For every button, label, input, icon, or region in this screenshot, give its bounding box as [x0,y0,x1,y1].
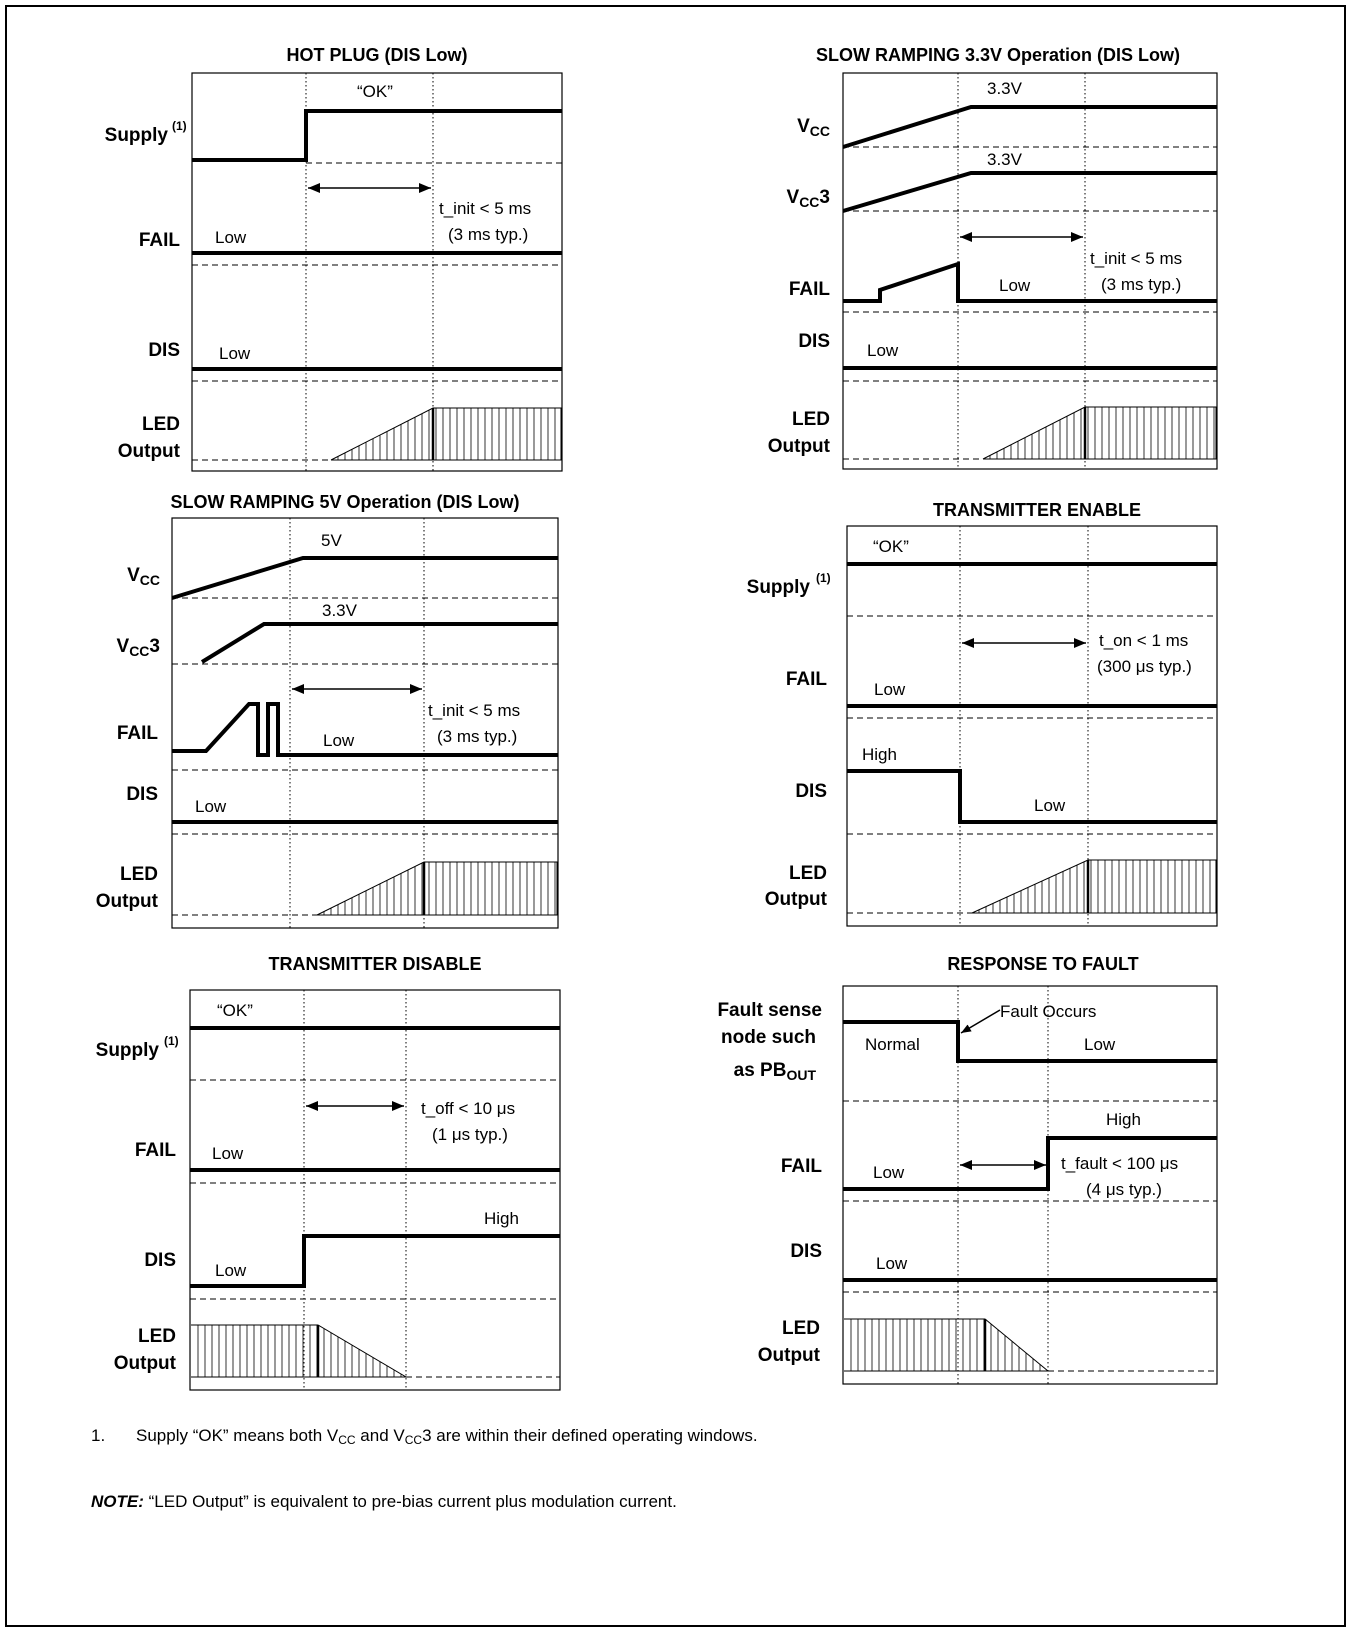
timing-label: t_on < 1 ms [1099,631,1188,650]
output-label: Output [114,1353,177,1374]
timing-typ-label: (4 μs typ.) [1086,1180,1162,1199]
panel-transmitter-disable: TRANSMITTER DISABLE “OK” t_off < 10 μs (… [96,954,561,1391]
dis-high-label: High [862,745,897,764]
dis-high-label: High [484,1209,519,1228]
fail-low-label: Low [215,228,247,247]
led-output-waveform [330,407,562,461]
led-label: LED [120,864,158,885]
fault-sense-label-line2: node such [721,1027,816,1048]
panel-title: SLOW RAMPING 5V Operation (DIS Low) [170,492,519,512]
panel-slow-ramping-3v3: SLOW RAMPING 3.3V Operation (DIS Low) 3.… [768,45,1218,470]
footnote-ref: (1) [172,119,187,133]
timing-label: t_fault < 100 μs [1061,1154,1178,1173]
panel-hot-plug: HOT PLUG (DIS Low) “OK” t_init < 5 ms (3… [105,45,563,472]
output-label: Output [758,1345,821,1366]
fail-label: FAIL [789,279,831,300]
fault-sense-low-label: Low [1084,1035,1116,1054]
vcc3-label: VCC3 [787,187,831,210]
panel-title: SLOW RAMPING 3.3V Operation (DIS Low) [816,45,1180,65]
led-label: LED [138,1326,176,1347]
timing-label: t_init < 5 ms [1090,249,1182,268]
timing-label: t_init < 5 ms [428,701,520,720]
normal-label: Normal [865,1035,920,1054]
output-label: Output [96,891,159,912]
led-output-waveform [191,1324,408,1378]
dis-low-label: Low [215,1261,247,1280]
dis-label: DIS [790,1241,822,1262]
vcc-label: VCC [797,116,830,139]
fault-sense-label-line3: as PBOUT [734,1060,817,1083]
ok-label: “OK” [873,537,909,556]
vcc3-value-label: 3.3V [322,601,358,620]
output-label: Output [768,436,831,457]
timing-typ-label: (1 μs typ.) [432,1125,508,1144]
panel-title: HOT PLUG (DIS Low) [287,45,468,65]
vcc-value-label: 5V [321,531,342,550]
fail-label: FAIL [786,669,828,690]
fail-low-label: Low [873,1163,905,1182]
led-label: LED [792,409,830,430]
output-label: Output [765,889,828,910]
dis-low-label: Low [195,797,227,816]
dis-label: DIS [795,781,827,802]
led-label: LED [789,863,827,884]
fail-label: FAIL [135,1140,177,1161]
fault-occurs-label: Fault Occurs [1000,1002,1096,1021]
supply-label: Supply [96,1040,160,1061]
fail-low-label: Low [323,731,355,750]
vcc-label: VCC [127,565,160,588]
dis-low-label: Low [876,1254,908,1273]
supply-label: Supply [747,577,811,598]
led-output-waveform [844,1318,1050,1372]
dis-low-label: Low [219,344,251,363]
panel-title: TRANSMITTER ENABLE [933,500,1141,520]
vcc-value-label: 3.3V [987,79,1023,98]
footnote-ref: (1) [164,1034,179,1048]
timing-typ-label: (3 ms typ.) [448,225,528,244]
ok-label: “OK” [217,1001,253,1020]
ok-label: “OK” [357,82,393,101]
led-label: LED [782,1318,820,1339]
led-label: LED [142,414,180,435]
timing-label: t_off < 10 μs [421,1099,515,1118]
timing-label: t_init < 5 ms [439,199,531,218]
led-output-waveform [982,406,1217,460]
svg-text:Supply: Supply [105,125,169,146]
dis-label: DIS [126,784,158,805]
fail-label: FAIL [117,723,159,744]
fail-high-label: High [1106,1110,1141,1129]
note-label: NOTE: [91,1492,144,1511]
dis-label: DIS [144,1250,176,1271]
timing-typ-label: (300 μs typ.) [1097,657,1192,676]
dis-label: DIS [148,340,180,361]
dis-label: DIS [798,331,830,352]
panel-title: RESPONSE TO FAULT [947,954,1138,974]
fail-low-label: Low [999,276,1031,295]
footnote-number: 1. [91,1426,106,1445]
led-output-waveform [971,859,1217,914]
vcc3-label: VCC3 [117,636,161,659]
fault-sense-label-line1: Fault sense [717,1000,822,1021]
fail-low-label: Low [212,1144,244,1163]
panel-slow-ramping-5v: SLOW RAMPING 5V Operation (DIS Low) 5V 3… [96,492,559,929]
fail-low-label: Low [874,680,906,699]
fail-label: FAIL [139,230,181,251]
dis-low-label: Low [1034,796,1066,815]
timing-typ-label: (3 ms typ.) [1101,275,1181,294]
panel-response-to-fault: RESPONSE TO FAULT Fault Occurs Normal Lo… [717,954,1218,1385]
panel-title: TRANSMITTER DISABLE [269,954,482,974]
footnote-ref: (1) [816,571,831,585]
note-text: “LED Output” is equivalent to pre-bias c… [143,1492,677,1511]
footnote-text: Supply “OK” means both VCC and VCC3 are … [136,1426,758,1447]
dis-low-label: Low [867,341,899,360]
output-label: Output [118,441,181,462]
fail-label: FAIL [781,1156,823,1177]
page-frame [5,5,1346,1627]
supply-label: Supply [105,125,169,146]
panel-transmitter-enable: TRANSMITTER ENABLE “OK” t_on < 1 ms (300… [747,500,1218,927]
led-output-waveform [316,861,558,916]
vcc3-value-label: 3.3V [987,150,1023,169]
timing-typ-label: (3 ms typ.) [437,727,517,746]
